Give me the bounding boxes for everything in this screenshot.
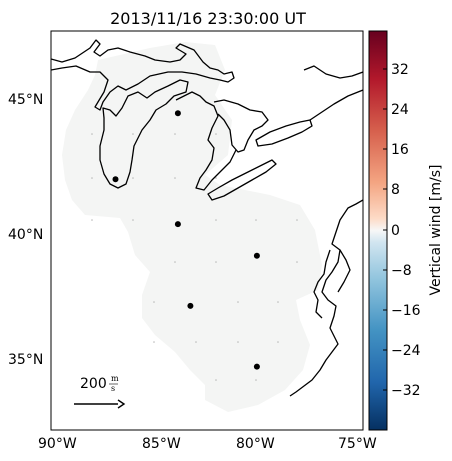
lake-ontario-shore [255, 119, 313, 147]
atlantic-coast [289, 199, 363, 397]
colorbar-tick-neg8: −8 [391, 263, 412, 279]
station-marker-6 [253, 363, 260, 370]
lon-label-80w: 80°W [236, 436, 275, 452]
lake-michigan-shore [99, 79, 189, 189]
lat-label-45n: 45°N [8, 92, 43, 108]
lon-label-85w: 85°W [142, 436, 181, 452]
station-marker-2 [112, 176, 119, 183]
lat-label-35n: 35°N [8, 352, 43, 368]
map-title: 2013/11/16 23:30:00 UT [110, 9, 306, 28]
st-lawrence-shore [309, 89, 363, 121]
lake-huron-west-shore [175, 91, 237, 191]
colorbar-label: Vertical wind [m/s] [428, 165, 444, 296]
lon-label-90w: 90°W [38, 436, 77, 452]
colorbar-tick-neg16: −16 [391, 303, 421, 319]
colorbar-tick-8: 8 [391, 182, 400, 198]
scale-arrow [74, 399, 126, 409]
chesapeake-bay-shore [313, 249, 331, 319]
colorbar-tick-0: 0 [391, 223, 400, 239]
lat-label-40n: 40°N [8, 227, 43, 243]
lake-huron-east-shore [213, 99, 269, 153]
lake-erie-shore [207, 159, 277, 201]
station-marker-3 [174, 221, 181, 228]
colorbar-tick-32: 32 [391, 62, 409, 78]
map-frame [50, 30, 364, 431]
st-lawrence-north-shore [303, 65, 363, 79]
colorbar-tick-24: 24 [391, 102, 409, 118]
colorbar-ticks [383, 68, 387, 391]
station-marker-5 [187, 302, 194, 309]
scale-arrow-unit-num: m [111, 374, 119, 383]
data-coverage-region [62, 42, 322, 412]
scale-arrow-unit-den: s [111, 384, 115, 393]
coastlines [51, 39, 363, 397]
colorbar-tick-16: 16 [391, 142, 409, 158]
lake-superior-shore [51, 39, 235, 111]
stations [112, 110, 260, 370]
colorbar-tick-neg24: −24 [391, 343, 421, 359]
scale-arrow-value: 200 [80, 376, 107, 392]
delmarva-shore [337, 249, 351, 293]
colorbar-tick-neg32: −32 [391, 383, 421, 399]
grid-dots [91, 133, 298, 381]
station-marker-4 [253, 252, 260, 259]
station-marker-1 [174, 110, 181, 117]
lon-label-75w: 75°W [338, 436, 377, 452]
